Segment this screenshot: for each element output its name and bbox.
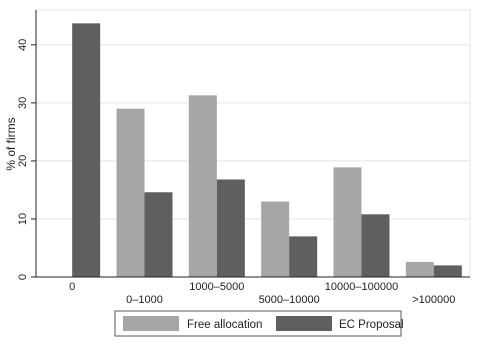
bar-free-allocation-4 xyxy=(333,167,362,277)
legend-label-free-allocation: Free allocation xyxy=(187,319,262,331)
y-tick-label: 20 xyxy=(17,155,29,167)
y-ticks: 0 10 20 30 40 xyxy=(17,39,36,280)
bars xyxy=(72,23,462,277)
plot-area xyxy=(35,9,471,278)
bar-ec-proposal-5 xyxy=(433,265,462,277)
legend: Free allocation EC Proposal xyxy=(114,310,404,337)
bar-ec-proposal-1 xyxy=(144,192,173,277)
bar-free-allocation-1 xyxy=(116,108,145,277)
category-label: 0–1000 xyxy=(126,294,163,306)
category-label: 1000–5000 xyxy=(189,281,244,293)
bar-ec-proposal-2 xyxy=(216,179,245,277)
legend-swatch-free-allocation xyxy=(123,316,179,331)
category-label: 5000–10000 xyxy=(259,294,320,306)
y-tick-label: 0 xyxy=(17,274,29,280)
y-axis-title: % of firms xyxy=(4,117,18,170)
gridlines xyxy=(36,44,470,220)
bar-ec-proposal-3 xyxy=(289,236,318,277)
bar-free-allocation-2 xyxy=(188,95,217,277)
legend-label-ec-proposal: EC Proposal xyxy=(339,319,404,331)
category-label: 0 xyxy=(69,281,75,293)
category-labels: 0 0–1000 1000–5000 5000–10000 10000–100000 >1… xyxy=(69,281,455,306)
legend-swatch-ec-proposal xyxy=(276,316,332,331)
y-tick-label: 40 xyxy=(17,39,29,51)
bar-ec-proposal-4 xyxy=(361,214,390,277)
y-tick-label: 10 xyxy=(17,213,29,225)
y-tick-label: 30 xyxy=(17,97,29,109)
category-label: >100000 xyxy=(412,294,455,306)
category-label: 10000–100000 xyxy=(325,281,398,293)
bar-ec-proposal-0 xyxy=(72,23,101,277)
bar-free-allocation-5 xyxy=(405,261,434,277)
bar-free-allocation-3 xyxy=(261,201,290,277)
